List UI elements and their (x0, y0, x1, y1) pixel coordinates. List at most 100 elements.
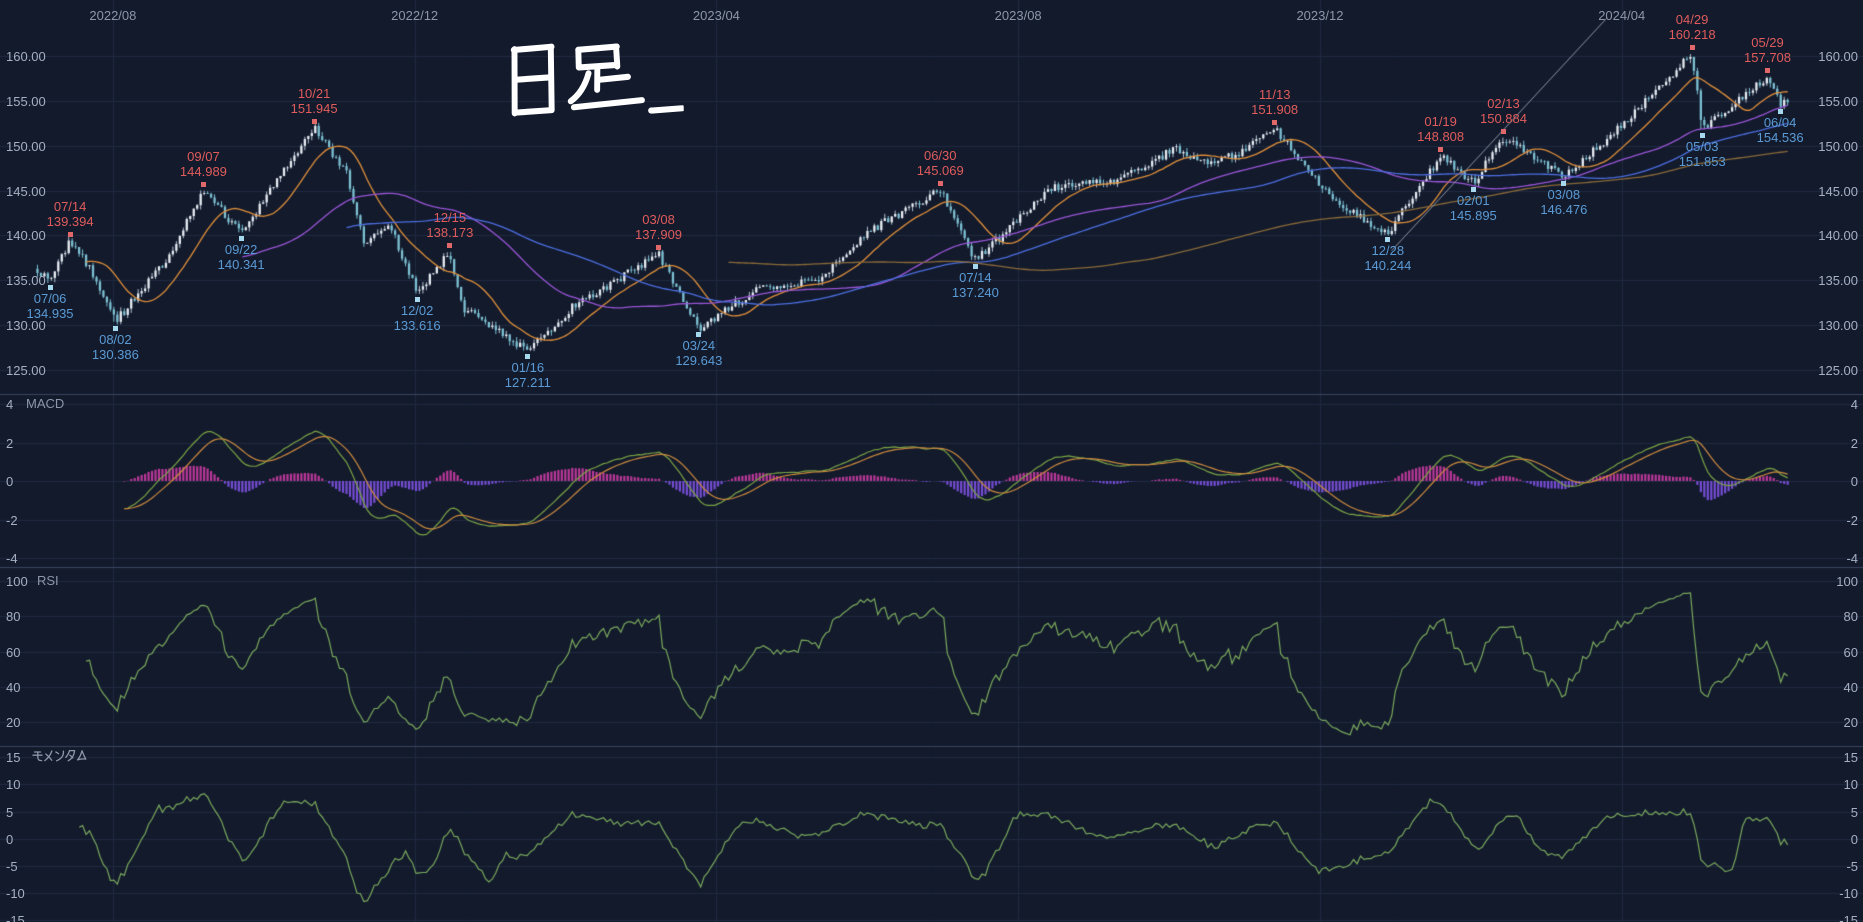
peak-marker (1765, 67, 1771, 73)
swing-date: 01/16 (511, 360, 545, 376)
peak-marker (67, 231, 73, 237)
swing-date: 02/13 (1487, 95, 1520, 111)
peak-label: 03/08 137.909 (626, 212, 692, 242)
axis-tick-left: 0 (6, 831, 14, 847)
axis-tick-left: 40 (6, 679, 21, 695)
axis-tick-right: 20 (1843, 715, 1858, 730)
axis-tick-right: 145.00 (1818, 183, 1858, 199)
axis-tick-right: 135.00 (1818, 273, 1858, 289)
axis-tick-right: -10 (1839, 886, 1858, 902)
date-axis-label: 2022/08 (89, 8, 137, 23)
swing-date: 04/29 (1675, 12, 1709, 28)
axis-tick-left: 20 (6, 715, 21, 730)
axis-tick-left: 2 (6, 435, 14, 451)
swing-date: 01/19 (1424, 114, 1457, 130)
trough-marker (112, 325, 118, 331)
axis-tick-right: 155.00 (1818, 93, 1858, 109)
katakana-mu (76, 750, 87, 761)
swing-date: 11/13 (1258, 86, 1291, 102)
axis-tick-left: 150.00 (6, 138, 46, 154)
peak-label: 01/19 148.808 (1408, 114, 1474, 144)
peak-marker (1689, 45, 1695, 51)
swing-price: 145.895 (1449, 207, 1497, 223)
trough-label: 12/28 140.244 (1355, 243, 1421, 273)
axis-tick-right: 130.00 (1818, 318, 1858, 334)
swing-price: 146.476 (1540, 202, 1588, 218)
axis-tick-right: 40 (1843, 679, 1858, 695)
swing-date: 02/01 (1457, 192, 1490, 208)
date-axis-label: 2023/04 (692, 8, 740, 23)
swing-price: 160.218 (1668, 27, 1716, 43)
swing-date: 05/03 (1685, 139, 1719, 155)
date-axis-label: 2023/12 (1296, 8, 1344, 23)
swing-date: 03/08 (1547, 187, 1581, 203)
katakana-ta (65, 749, 76, 762)
peak-marker (937, 180, 943, 186)
axis-tick-right: 4 (1850, 397, 1858, 412)
momentum-panel-title (32, 749, 87, 762)
axis-tick-right: 80 (1843, 609, 1858, 625)
trough-label: 06/04 154.536 (1747, 115, 1813, 145)
axis-tick-right: -5 (1846, 859, 1858, 874)
swing-price: 139.394 (46, 213, 94, 229)
swing-price: 140.244 (1364, 258, 1412, 274)
axis-tick-left: -2 (6, 512, 18, 528)
axis-tick-left: 130.00 (6, 318, 46, 334)
kanji-hi (510, 43, 555, 117)
peak-marker (200, 181, 206, 187)
axis-tick-left: 155.00 (6, 93, 46, 109)
axis-tick-left: 15 (6, 750, 21, 766)
axis-tick-left: -4 (6, 551, 18, 566)
trough-label: 09/22 140.341 (208, 242, 274, 272)
swing-date: 07/14 (959, 270, 992, 286)
peak-label: 05/29 157.708 (1735, 35, 1801, 65)
swing-price: 133.616 (393, 317, 441, 333)
trough-marker (1699, 133, 1705, 139)
swing-date: 12/28 (1371, 243, 1405, 259)
peak-label: 07/14 139.394 (37, 199, 103, 229)
swing-price: 151.853 (1678, 154, 1726, 170)
swing-price: 151.908 (1251, 101, 1299, 117)
trough-label: 03/08 146.476 (1531, 187, 1597, 217)
trough-label: 07/14 137.240 (942, 270, 1008, 300)
peak-label: 12/15 138.173 (417, 210, 483, 240)
swing-price: 127.211 (504, 375, 551, 391)
axis-tick-left: 100 (6, 574, 28, 589)
axis-tick-left: 125.00 (6, 362, 46, 378)
swing-price: 154.536 (1756, 130, 1804, 146)
swing-date: 12/02 (400, 302, 434, 318)
trough-marker (972, 264, 978, 270)
hand-drawn-timeframe-label (504, 36, 686, 130)
date-axis-label: 2022/12 (391, 8, 439, 23)
swing-price: 137.240 (951, 285, 999, 301)
peak-label: 06/30 145.069 (907, 148, 973, 178)
trough-marker (238, 236, 244, 242)
axis-tick-right: -4 (1846, 551, 1858, 566)
katakana-mo (32, 751, 43, 762)
date-axis-label: 2024/04 (1598, 8, 1646, 23)
swing-price: 134.935 (26, 305, 74, 321)
swing-price: 148.808 (1417, 129, 1465, 145)
axis-tick-right: 150.00 (1818, 138, 1858, 154)
axis-tick-left: -15 (6, 913, 25, 922)
axis-tick-right: 15 (1843, 750, 1858, 766)
katakana-n (55, 750, 65, 762)
swing-date: 10/21 (297, 86, 331, 102)
trough-marker (696, 332, 702, 338)
axis-tick-right: -15 (1839, 913, 1858, 922)
swing-price: 145.069 (916, 162, 964, 178)
swing-date: 09/07 (187, 148, 220, 164)
peak-marker (1272, 119, 1278, 125)
trough-label: 03/24 129.643 (666, 338, 732, 368)
axis-tick-right: 160.00 (1818, 49, 1858, 64)
axis-tick-left: 60 (6, 644, 21, 660)
peak-label: 11/13 151.908 (1242, 87, 1308, 117)
peak-marker (447, 242, 453, 248)
trough-marker (1385, 237, 1391, 243)
peak-marker (1438, 147, 1444, 153)
trough-label: 12/02 133.616 (384, 303, 450, 333)
swing-price: 140.341 (217, 257, 265, 273)
axis-tick-left: 145.00 (6, 183, 46, 199)
axis-tick-left: 140.00 (6, 228, 46, 244)
